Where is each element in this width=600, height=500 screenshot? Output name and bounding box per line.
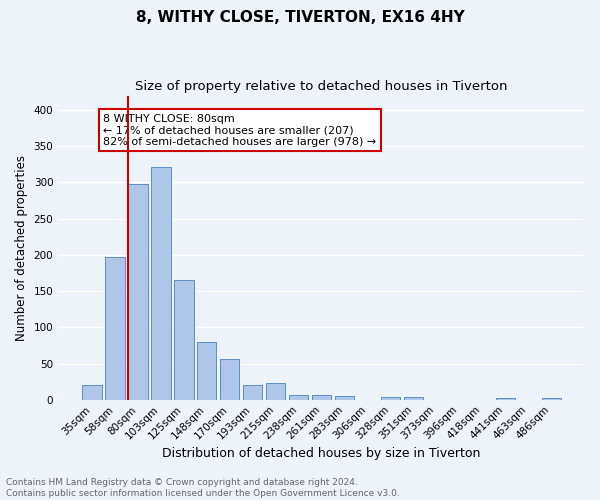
Bar xyxy=(266,383,286,400)
Bar xyxy=(335,396,355,400)
Text: 8 WITHY CLOSE: 80sqm
← 17% of detached houses are smaller (207)
82% of semi-deta: 8 WITHY CLOSE: 80sqm ← 17% of detached h… xyxy=(103,114,377,147)
Bar xyxy=(496,398,515,400)
Title: Size of property relative to detached houses in Tiverton: Size of property relative to detached ho… xyxy=(136,80,508,93)
Bar xyxy=(312,396,331,400)
Bar xyxy=(151,168,170,400)
X-axis label: Distribution of detached houses by size in Tiverton: Distribution of detached houses by size … xyxy=(163,447,481,460)
Bar xyxy=(542,398,561,400)
Bar xyxy=(220,359,239,400)
Bar xyxy=(289,396,308,400)
Bar xyxy=(174,280,194,400)
Text: 8, WITHY CLOSE, TIVERTON, EX16 4HY: 8, WITHY CLOSE, TIVERTON, EX16 4HY xyxy=(136,10,464,25)
Bar xyxy=(82,385,101,400)
Bar xyxy=(105,257,125,400)
Bar xyxy=(128,184,148,400)
Text: Contains HM Land Registry data © Crown copyright and database right 2024.
Contai: Contains HM Land Registry data © Crown c… xyxy=(6,478,400,498)
Y-axis label: Number of detached properties: Number of detached properties xyxy=(15,154,28,340)
Bar xyxy=(243,384,262,400)
Bar xyxy=(381,397,400,400)
Bar xyxy=(404,397,423,400)
Bar xyxy=(197,342,217,400)
